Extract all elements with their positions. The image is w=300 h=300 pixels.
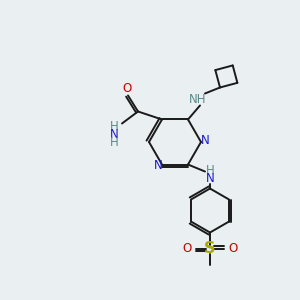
Text: N: N <box>201 134 209 148</box>
Text: S: S <box>204 241 216 256</box>
Text: NH: NH <box>189 93 207 106</box>
Text: O: O <box>228 242 238 255</box>
Text: H: H <box>110 136 118 149</box>
Text: O: O <box>182 242 192 255</box>
Text: N: N <box>206 172 214 185</box>
Text: O: O <box>122 82 132 95</box>
Text: H: H <box>110 120 118 133</box>
Text: N: N <box>110 128 118 141</box>
Text: H: H <box>206 164 214 177</box>
Text: N: N <box>154 159 162 172</box>
